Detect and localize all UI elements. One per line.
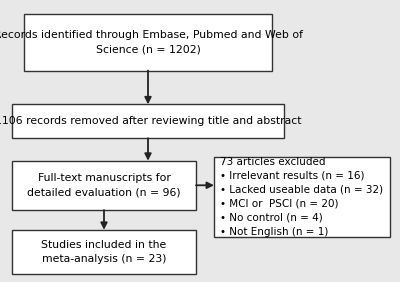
FancyBboxPatch shape [12, 230, 196, 274]
Text: 1106 records removed after reviewing title and abstract: 1106 records removed after reviewing tit… [0, 116, 301, 126]
Text: 73 articles excluded
• Irrelevant results (n = 16)
• Lacked useable data (n = 32: 73 articles excluded • Irrelevant result… [220, 157, 383, 237]
Text: Studies included in the
meta-analysis (n = 23): Studies included in the meta-analysis (n… [41, 240, 167, 264]
FancyBboxPatch shape [214, 157, 390, 237]
FancyBboxPatch shape [24, 14, 272, 70]
FancyBboxPatch shape [12, 161, 196, 210]
Text: Records identified through Embase, Pubmed and Web of
Science (n = 1202): Records identified through Embase, Pubme… [0, 30, 302, 54]
Text: Full-text manuscripts for
detailed evaluation (n = 96): Full-text manuscripts for detailed evalu… [27, 173, 181, 197]
FancyBboxPatch shape [12, 104, 284, 138]
